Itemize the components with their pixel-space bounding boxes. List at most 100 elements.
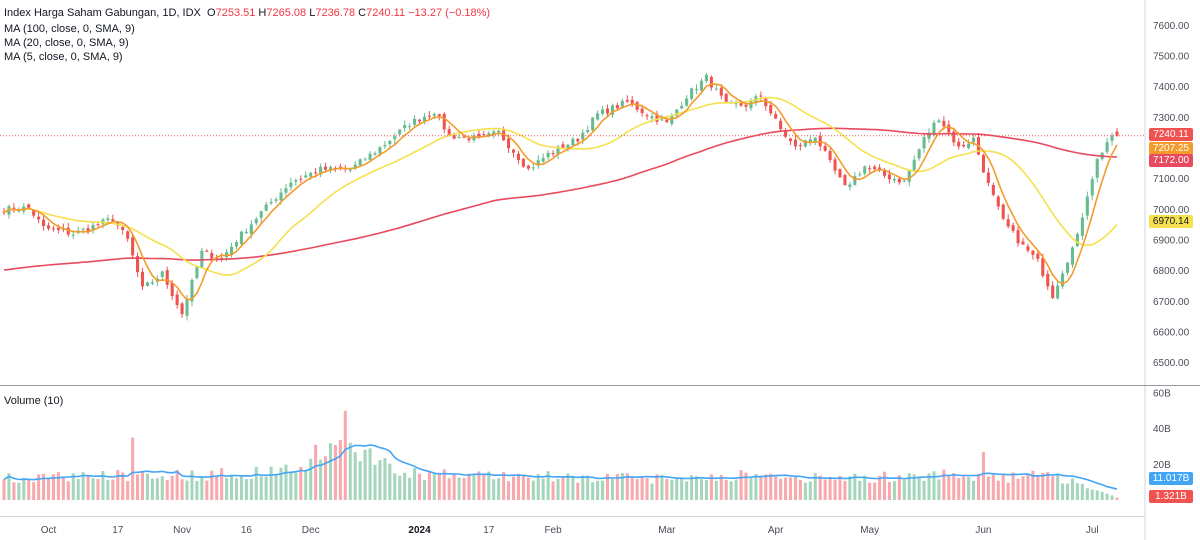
volume-bar [304, 469, 308, 500]
candle-body [121, 227, 125, 230]
candle-body [452, 135, 456, 139]
candle-body [393, 136, 397, 140]
candle-body [239, 231, 243, 244]
volume-bar [843, 480, 847, 500]
time-tick-label: Apr [768, 525, 784, 536]
volume-bar [200, 477, 204, 500]
candle-body [892, 179, 896, 181]
candle-body [813, 137, 817, 142]
volume-bar [601, 480, 605, 500]
volume-bar [116, 470, 120, 500]
candle-body [1051, 285, 1055, 299]
candle-body [427, 115, 431, 117]
candle-body [685, 98, 689, 106]
volume-bar [467, 473, 471, 500]
candle-body [546, 152, 550, 158]
candle-body [131, 237, 135, 256]
volume-bar [744, 472, 748, 500]
candle-body [442, 113, 446, 130]
candle-body [793, 139, 798, 147]
volume-bar [996, 480, 1000, 500]
volume-bar [526, 477, 530, 500]
candle-body [195, 267, 199, 279]
volume-bar [131, 437, 135, 500]
volume-bar [225, 478, 229, 500]
volume-bar [1095, 490, 1099, 500]
volume-bar [779, 478, 783, 500]
candle-body [1026, 246, 1030, 251]
volume-bar [793, 476, 798, 500]
volume-bar [719, 474, 723, 500]
volume-bar [640, 477, 644, 500]
candle-body [259, 211, 263, 218]
candle-body [759, 95, 763, 97]
volume-bar [328, 443, 333, 500]
volume-bar [368, 448, 372, 500]
candles-group [2, 72, 1119, 321]
volume-legend[interactable]: Volume (10) [4, 395, 64, 407]
candle-body [803, 140, 807, 147]
candle-body [808, 139, 812, 143]
volume-bar [546, 471, 550, 500]
candle-body [957, 141, 961, 147]
candle-body [1061, 273, 1065, 287]
volume-bar [42, 473, 46, 500]
volume-bar [284, 464, 288, 500]
volume-bar [1080, 483, 1084, 500]
ma5-legend[interactable]: MA (5, close, 0, SMA, 9) [4, 51, 123, 63]
volume-bar [403, 472, 407, 500]
candle-body [719, 87, 723, 96]
volume-bar [91, 478, 95, 500]
candle-body [848, 184, 852, 188]
candle-body [907, 170, 911, 182]
candle-body [635, 102, 639, 110]
volume-bar [37, 474, 41, 500]
candle-body [868, 168, 872, 170]
volume-bar [383, 458, 387, 500]
volume-bar [868, 482, 872, 500]
volume-bar [952, 473, 956, 500]
candle-body [838, 169, 842, 178]
volume-bar [457, 477, 461, 500]
candle-body [289, 182, 293, 188]
volume-bar [1036, 474, 1040, 500]
volume-bar [566, 473, 570, 500]
candle-body [447, 129, 451, 135]
volume-bar [101, 471, 105, 500]
volume-bar [1026, 473, 1030, 500]
price-tick-label: 7500.00 [1153, 52, 1190, 63]
volume-bar [230, 474, 234, 500]
candle-body [566, 144, 570, 149]
high-label: H [258, 7, 267, 19]
volume-bar [220, 468, 224, 500]
volume-bar [299, 466, 303, 500]
candle-body [521, 158, 525, 167]
candle-body [516, 153, 520, 161]
volume-bar [1011, 472, 1015, 500]
ma100-line [3, 127, 1118, 271]
candle-body [675, 109, 679, 116]
candle-body [650, 116, 654, 119]
volume-bar [234, 478, 239, 500]
candle-body [1056, 285, 1060, 299]
volume-bar [576, 482, 580, 500]
volume-bar [353, 452, 357, 500]
volume-bar [803, 482, 807, 500]
candle-body [744, 104, 748, 107]
candle-body [784, 130, 788, 137]
ma100-legend[interactable]: MA (100, close, 0, SMA, 9) [4, 23, 135, 35]
price-axis: 7600.007500.007400.007300.007200.007100.… [1153, 21, 1190, 369]
volume-bar [897, 475, 901, 500]
candle-body [492, 131, 496, 135]
volume-bar [605, 473, 610, 500]
candle-body [264, 204, 268, 211]
volume-bar [581, 475, 585, 500]
volume-bar [957, 478, 961, 500]
ma20-legend[interactable]: MA (20, close, 0, SMA, 9) [4, 37, 129, 49]
candle-body [86, 228, 90, 232]
price-tick-label: 7000.00 [1153, 205, 1190, 216]
volume-bar [66, 481, 70, 500]
candle-body [942, 120, 946, 127]
volume-bar [145, 473, 149, 500]
